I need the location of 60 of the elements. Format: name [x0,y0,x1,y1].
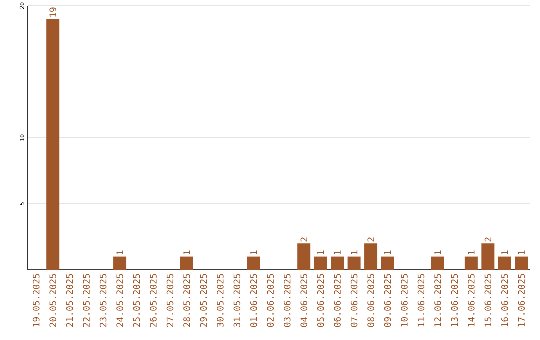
data-label: 1 [434,250,442,255]
data-label: 1 [334,250,341,255]
x-tick-label: 14.06.2025 [468,274,475,327]
bar [114,256,127,270]
bar [247,256,260,270]
data-label: 1 [468,250,475,255]
data-label: 1 [518,250,525,255]
x-tick-label: 10.06.2025 [401,274,408,327]
x-tick-label: 26.05.2025 [150,274,157,328]
x-tick-label: 04.06.2025 [300,274,308,328]
x-tick-label: 01.06.2025 [250,274,258,328]
x-tick-label: 20.05.2025 [50,274,57,328]
x-tick-label: 15.06.2025 [484,274,492,327]
bar [431,256,444,270]
x-tick-label: 30.05.2025 [217,274,224,328]
data-label: 1 [384,250,392,255]
x-tick-label: 02.06.2025 [267,274,274,328]
x-tick-label: 17.06.2025 [518,274,526,327]
x-tick-label: 06.06.2025 [334,274,341,328]
bar [180,256,194,270]
x-tick-label: 28.05.2025 [184,274,190,328]
x-tick-label: 19.05.2025 [32,274,40,327]
x-tick-label: 29.05.2025 [200,274,208,328]
data-label: 1 [184,250,190,255]
bar [464,256,478,270]
bar [364,244,378,270]
x-tick-label: 24.05.2025 [116,274,124,328]
data-label: 1 [116,250,124,255]
x-tick-label: 25.05.2025 [133,274,140,328]
bar [348,256,361,270]
x-tick-label: 05.06.2025 [317,274,324,328]
bar [515,256,528,270]
data-label: 1 [250,250,258,255]
bar [46,19,60,270]
x-tick-label: 09.06.2025 [384,274,392,328]
data-label: 1 [318,250,324,255]
data-label: 2 [368,238,374,242]
bar [381,256,394,270]
data-label: 2 [300,238,308,242]
bar [298,244,311,270]
x-tick-label: 23.05.2025 [100,274,107,328]
x-tick-label: 22.05.2025 [83,274,90,328]
x-tick-label: 12.06.2025 [434,274,442,327]
data-label: 19 [50,8,57,17]
bar [498,256,512,270]
data-label: 2 [484,238,492,242]
bar [482,244,495,270]
bar [314,256,328,270]
x-tick-label: 03.06.2025 [284,274,291,328]
data-label: 1 [502,250,508,255]
x-tick-label: 21.05.2025 [66,274,74,328]
x-tick-label: 27.05.2025 [166,274,174,328]
x-tick-label: 07.06.2025 [350,274,358,328]
x-tick-label: 08.06.2025 [368,274,374,328]
bar [331,256,344,270]
x-tick-label: 13.06.2025 [451,274,458,327]
x-tick-label: 11.06.2025 [418,274,425,327]
data-label: 1 [351,250,358,255]
x-tick-label: 16.06.2025 [502,274,508,327]
x-tick-label: 31.05.2025 [234,274,241,328]
